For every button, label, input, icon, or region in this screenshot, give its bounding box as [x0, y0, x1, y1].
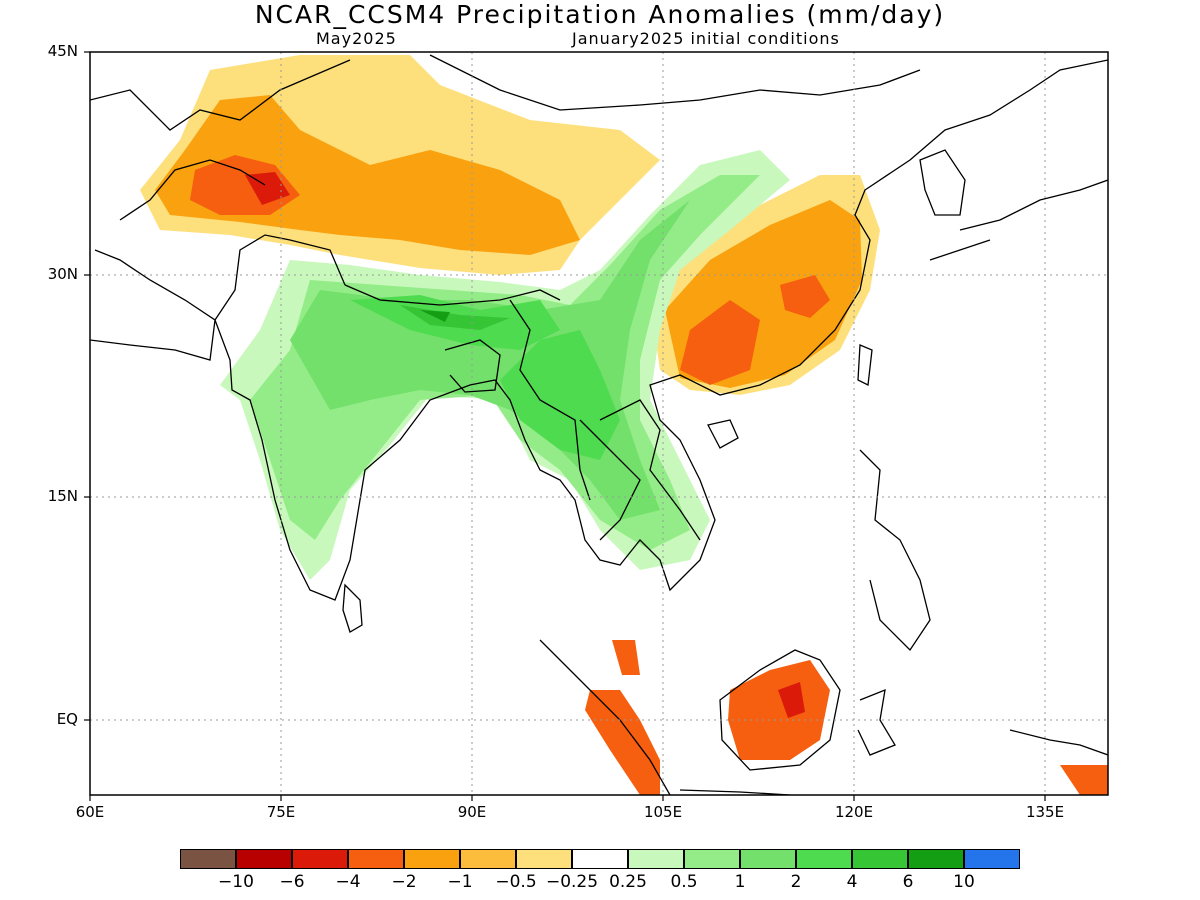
dry-malaya: [612, 640, 640, 675]
colorbar-swatch: [852, 849, 908, 869]
lat-label-30n: 30N: [47, 265, 78, 283]
colorbar-swatch: [180, 849, 236, 869]
colorbar-label: −10: [218, 872, 254, 892]
lon-label-105e: 105E: [643, 803, 683, 821]
lat-label-45n: 45N: [47, 42, 78, 60]
colorbar-swatch: [404, 849, 460, 869]
colorbar-label: 0.5: [670, 872, 698, 892]
colorbar-label: 10: [953, 872, 975, 892]
initial-conditions: January2025 initial conditions: [572, 29, 840, 48]
lon-label-90e: 90E: [457, 803, 487, 821]
map-title: NCAR_CCSM4 Precipitation Anomalies (mm/d…: [254, 0, 946, 29]
dry-sumatra: [585, 690, 660, 795]
dry-borneo-core: [778, 682, 805, 718]
coastline-india: [214, 59, 1108, 601]
colorbar-label: 0.25: [609, 872, 647, 892]
border-bangladesh: [444, 339, 501, 393]
coastline-philippines: [859, 449, 931, 652]
map-frame: [89, 51, 1109, 796]
coastline-japan: [929, 179, 1108, 261]
colorbar-swatch: [292, 849, 348, 869]
colorbar-swatch: [348, 849, 404, 869]
lon-label-135e: 135E: [1025, 803, 1065, 821]
colorbar-label: 4: [846, 872, 858, 892]
border-central-asia: [90, 59, 351, 131]
colorbar-swatch: [796, 849, 852, 869]
colorbar-label: −2: [391, 872, 417, 892]
coastline-java: [679, 789, 791, 795]
lon-label-75e: 75E: [266, 803, 296, 821]
colorbar-swatch: [236, 849, 292, 869]
coastline-sulawesi: [857, 688, 896, 756]
graticule: [90, 52, 1108, 795]
colorbar-label: −0.25: [545, 872, 599, 892]
colorbar-label: −4: [335, 872, 361, 892]
colorbar-label: −6: [279, 872, 305, 892]
lon-label-120e: 120E: [834, 803, 874, 821]
colorbar-label: 1: [734, 872, 746, 892]
dry-core-south-china: [680, 300, 760, 385]
colorbar-swatch: [908, 849, 964, 869]
border-himalaya: [344, 284, 561, 306]
border-myanmar: [509, 299, 591, 501]
coastline-korea: [919, 149, 966, 216]
wet-core-myanmar: [500, 330, 620, 460]
border-pakistan: [214, 234, 346, 321]
colorbar-swatch: [684, 849, 740, 869]
colorbar-label: 2: [790, 872, 802, 892]
border-thailand: [579, 419, 641, 541]
coastline-borneo: [719, 649, 841, 771]
colorbar-swatch: [628, 849, 684, 869]
border-iran: [90, 249, 216, 361]
forecast-month: May2025: [316, 29, 397, 48]
colorbar-label: −0.5: [495, 872, 537, 892]
wet-peak-bhutan: [420, 310, 450, 322]
border-mongolia: [429, 54, 921, 111]
dry-new-guinea: [1060, 765, 1108, 795]
coastline-taiwan: [857, 344, 873, 386]
border-laos-vietnam: [599, 399, 701, 541]
colorbar-swatch: [516, 849, 572, 869]
lon-label-60e: 60E: [75, 803, 105, 821]
colorbar-swatch: [740, 849, 796, 869]
axis-ticks: [84, 51, 1046, 801]
border-afghanistan: [119, 159, 266, 221]
lat-label-15n: 15N: [47, 487, 78, 505]
lat-label-eq: EQ: [56, 710, 78, 728]
coastline-sri-lanka: [342, 583, 363, 633]
dry-borneo: [728, 660, 830, 760]
coastline-new-guinea: [1009, 729, 1108, 756]
anomaly-field: [140, 55, 1108, 795]
dry-core-east-china: [780, 275, 830, 318]
colorbar-swatch: [572, 849, 628, 869]
colorbar-swatch: [964, 849, 1020, 869]
coastline-hainan: [707, 419, 739, 449]
colorbar-label: 6: [902, 872, 914, 892]
colorbar-swatch: [460, 849, 516, 869]
colorbar-label: −1: [447, 872, 473, 892]
